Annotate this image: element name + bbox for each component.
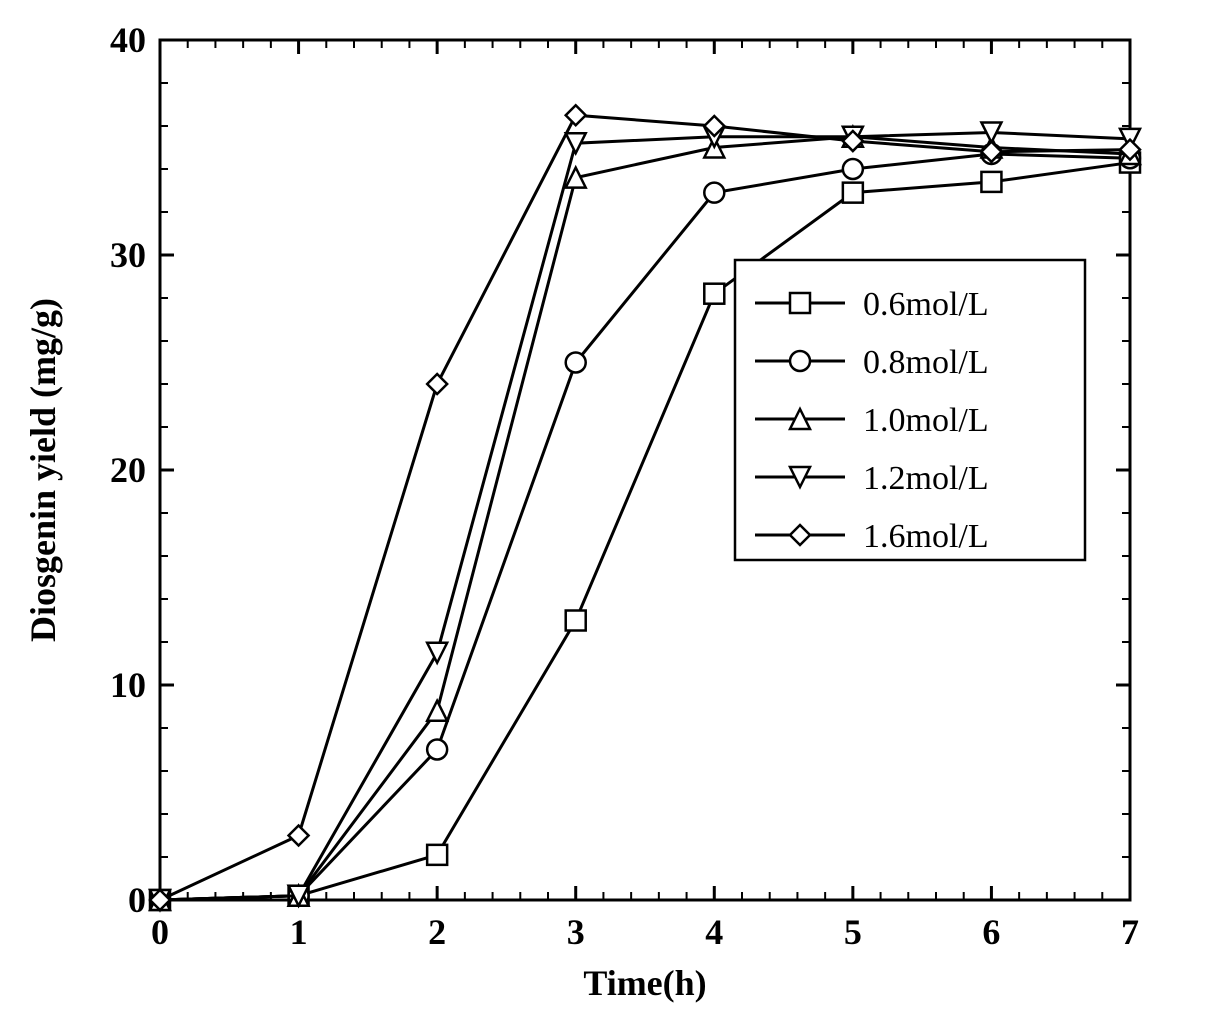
x-tick-label: 3 [567,912,585,952]
y-tick-label: 30 [110,235,146,275]
legend-item-label: 0.8mol/L [863,344,989,381]
x-axis-label: Time(h) [583,963,706,1003]
x-tick-label: 1 [290,912,308,952]
x-tick-label: 2 [428,912,446,952]
x-tick-label: 5 [844,912,862,952]
y-axis-label: Diosgenin yield (mg/g) [23,298,63,642]
y-tick-label: 0 [128,880,146,920]
legend-item-label: 1.2mol/L [863,460,989,497]
x-tick-label: 7 [1121,912,1139,952]
legend-item-label: 0.6mol/L [863,286,989,323]
x-tick-label: 0 [151,912,169,952]
legend-item-label: 1.6mol/L [863,518,989,555]
chart-container: 0 1 2 3 4 5 6 7 0 10 20 30 40 Time(h) Diosgenin yield … [0,0,1208,1031]
diosgenin-yield-chart: 0 1 2 3 4 5 6 7 0 10 20 30 40 Time(h) Diosgenin yield … [0,0,1208,1031]
y-tick-label: 10 [110,665,146,705]
legend-item-label: 1.0mol/L [863,402,989,439]
x-tick-label: 4 [705,912,723,952]
y-tick-label: 40 [110,20,146,60]
x-tick-label: 6 [982,912,1000,952]
y-tick-label: 20 [110,450,146,490]
legend: 0.6mol/L 0.8mol/L 1.0mol/L 1.2mol/L 1.6mol/L [735,260,1085,560]
